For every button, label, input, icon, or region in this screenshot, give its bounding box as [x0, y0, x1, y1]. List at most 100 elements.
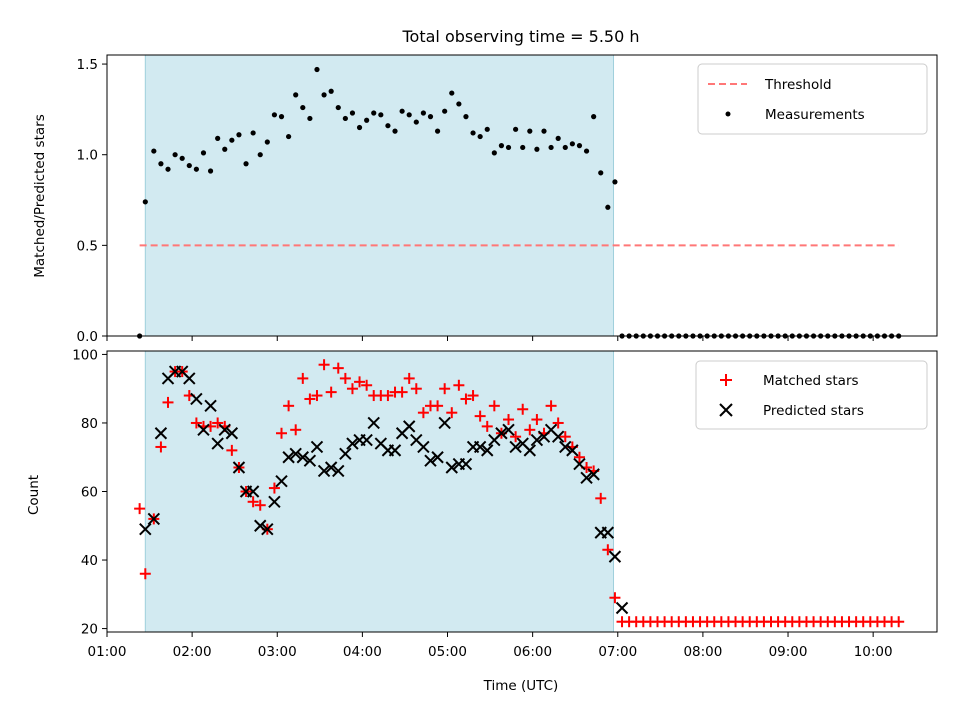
matched-point-21 [283, 400, 295, 412]
predicted-point-63 [587, 468, 600, 481]
matched-point-26 [318, 359, 330, 371]
top-y-tick-label-2: 1.0 [77, 148, 98, 164]
measurement-point-63 [583, 148, 590, 154]
top-y-tick-label-3: 1.5 [77, 57, 98, 73]
legend-matched-swatch [720, 374, 732, 386]
matched-point-45 [453, 379, 465, 391]
predicted-point-13 [232, 461, 246, 474]
legend-matched-label: Matched stars [763, 373, 859, 389]
matched-point-40 [417, 407, 429, 419]
predicted-point-25 [317, 464, 331, 478]
top-legend-box [697, 63, 928, 135]
measurement-point-36 [392, 128, 398, 134]
bottom-axes-frame [106, 350, 938, 633]
matched-point-47 [467, 390, 479, 402]
measurement-point-64 [591, 114, 597, 120]
measurement-point-11 [215, 135, 221, 141]
measurement-point-8 [193, 166, 199, 172]
x-axis-label: Time (UTC) [483, 678, 559, 694]
bottom-y-tick-label-3: 80 [81, 416, 98, 432]
predicted-point-22 [296, 451, 310, 464]
measurement-point-66 [605, 204, 611, 210]
x-tick-label-4: 05:00 [428, 644, 467, 660]
bottom-y-axis-label: Count [26, 475, 42, 515]
matched-point-17 [254, 499, 266, 511]
matched-point-50 [488, 400, 500, 412]
top-shaded-span [144, 54, 615, 337]
measurement-point-25 [314, 66, 320, 73]
matched-point-35 [382, 390, 394, 402]
bottom-y-tick-label-0: 20 [81, 622, 98, 638]
measurement-point-50 [491, 150, 497, 156]
bottom-y-tick-label-4: 100 [72, 347, 98, 363]
measurement-point-34 [378, 112, 384, 118]
measurement-point-41 [427, 114, 434, 120]
top-axes-frame [106, 54, 938, 337]
matched-point-22 [290, 424, 302, 436]
measurement-point-19 [271, 112, 278, 118]
measurement-point-23 [300, 104, 306, 111]
matched-point-13 [226, 444, 238, 456]
top-legend: Threshold Measurements [697, 63, 928, 135]
measurement-point-32 [364, 117, 370, 123]
predicted-point-11 [218, 423, 231, 437]
legend-threshold-label: Threshold [764, 77, 832, 93]
measurement-point-59 [555, 135, 561, 141]
measurement-point-13 [229, 137, 235, 143]
predicted-point-0 [139, 522, 152, 536]
measurement-point-7 [186, 162, 192, 169]
predicted-point-60 [566, 444, 579, 457]
predicted-point-12 [225, 427, 239, 440]
matched-point-65 [595, 492, 607, 504]
measurement-point-51 [498, 143, 505, 149]
measurement-point-16 [250, 130, 256, 136]
x-tick-label-1: 02:00 [173, 644, 212, 660]
measurement-point-46 [463, 114, 469, 120]
measurement-point-48 [477, 133, 483, 140]
matched-point-11 [212, 417, 224, 429]
matched-point-23 [297, 372, 309, 384]
measurement-point-18 [264, 139, 270, 145]
x-tick-label-2: 03:00 [258, 644, 297, 660]
measurement-point-30 [349, 110, 356, 116]
measurement-point-29 [342, 115, 348, 122]
measurement-point-1 [142, 199, 148, 205]
legend-predicted-label: Predicted stars [763, 403, 864, 419]
matched-point-0 [134, 503, 146, 515]
predicted-point-17 [261, 522, 274, 536]
x-tick-label-3: 04:00 [343, 644, 382, 660]
measurement-point-61 [569, 141, 575, 147]
predicted-point-61 [573, 457, 586, 471]
measurement-point-53 [513, 126, 519, 132]
predicted-point-27 [332, 464, 345, 478]
matched-point-58 [545, 400, 557, 412]
measurement-point-45 [456, 101, 462, 107]
measurement-point-6 [179, 155, 185, 161]
measurement-point-31 [356, 124, 363, 131]
measurement-point-2 [151, 148, 157, 154]
matched-point-56 [531, 414, 543, 426]
predicted-point-50 [495, 427, 508, 440]
matched-point-46 [460, 393, 472, 405]
bottom-axis-ticks [102, 353, 874, 637]
predicted-point-51 [502, 423, 515, 437]
measurement-point-56 [534, 146, 540, 152]
measurement-point-49 [484, 126, 490, 132]
matched-point-8 [190, 417, 202, 429]
top-panel: Total observing time = 5.50 h Matched/Pr… [32, 27, 938, 345]
measurement-point-35 [385, 123, 391, 129]
measurement-point-37 [399, 108, 405, 114]
measurement-point-17 [257, 152, 263, 158]
matched-point-39 [410, 383, 422, 395]
top-y-axis-label: Matched/Predicted stars [32, 114, 48, 277]
matched-point-24 [304, 393, 316, 405]
measurement-point-47 [470, 130, 476, 136]
predicted-point-10 [211, 437, 224, 450]
predicted-point-66 [608, 550, 622, 563]
measurement-point-14 [236, 132, 242, 138]
matched-point-42 [432, 400, 444, 412]
predicted-point-42 [438, 416, 451, 430]
bottom-y-tick-label-1: 40 [81, 553, 98, 569]
measurement-point-62 [576, 143, 583, 149]
